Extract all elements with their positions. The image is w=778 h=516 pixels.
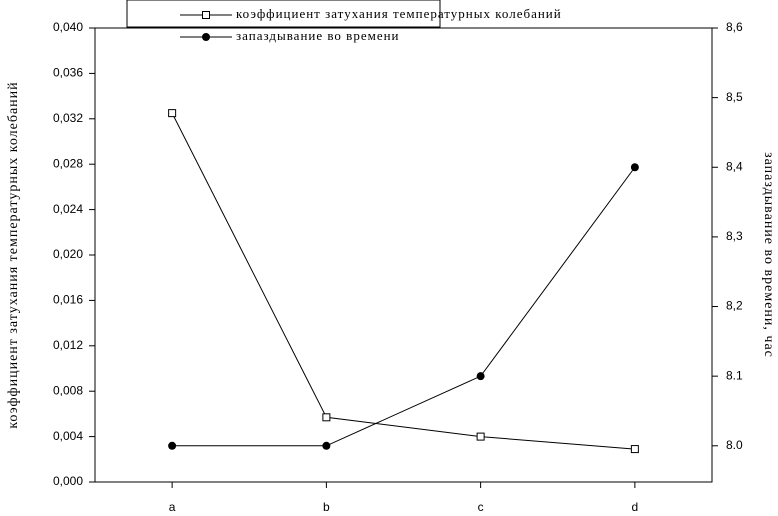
- y-tick-label: 0,012: [53, 338, 83, 352]
- y-tick-label: 0,020: [53, 247, 83, 261]
- y2-tick-label: 8,3: [726, 229, 743, 243]
- y2-tick-label: 8,5: [726, 90, 743, 104]
- y-tick-label: 0,024: [53, 202, 83, 216]
- point: [322, 441, 331, 450]
- y-tick-label: 0,016: [53, 293, 83, 307]
- series-line: [172, 166, 636, 447]
- x-tick-label: c: [478, 500, 484, 514]
- plot-frame: [94, 27, 713, 483]
- x-tick-label: a: [169, 500, 176, 514]
- legend-box: [126, 0, 441, 28]
- y-tick-label: 0,036: [53, 66, 83, 80]
- y2-tick-label: 8,2: [726, 299, 743, 313]
- y2-axis-label: запаздывание во времени, час: [761, 152, 776, 358]
- y-tick-label: 0,004: [53, 429, 83, 443]
- y2-tick-label: 8,6: [726, 20, 743, 34]
- y-axis-label: коэффициент затухания температурных коле…: [6, 81, 21, 428]
- y-tick-label: 0,000: [53, 474, 83, 488]
- point: [476, 372, 485, 381]
- y-tick-label: 0,032: [53, 111, 83, 125]
- y2-tick-label: 8.1: [726, 368, 743, 382]
- legend-marker: [202, 33, 210, 41]
- x-tick-label: d: [632, 500, 639, 514]
- legend-label: запаздывание во времени: [236, 28, 400, 43]
- point: [476, 432, 485, 441]
- y-tick-label: 0,040: [53, 20, 83, 34]
- point: [168, 441, 177, 450]
- legend-label: коэффициент затухания температурных коле…: [236, 6, 562, 21]
- y2-tick-label: 8,4: [726, 159, 743, 173]
- point: [630, 163, 639, 172]
- series-line: [171, 112, 635, 450]
- y2-tick-label: 8.0: [726, 438, 743, 452]
- y-tick-label: 0,028: [53, 156, 83, 170]
- y-tick-label: 0,008: [53, 383, 83, 397]
- x-tick-label: b: [323, 500, 330, 514]
- point: [630, 445, 639, 454]
- point: [322, 413, 331, 422]
- legend-marker: [202, 11, 210, 19]
- point: [168, 109, 177, 118]
